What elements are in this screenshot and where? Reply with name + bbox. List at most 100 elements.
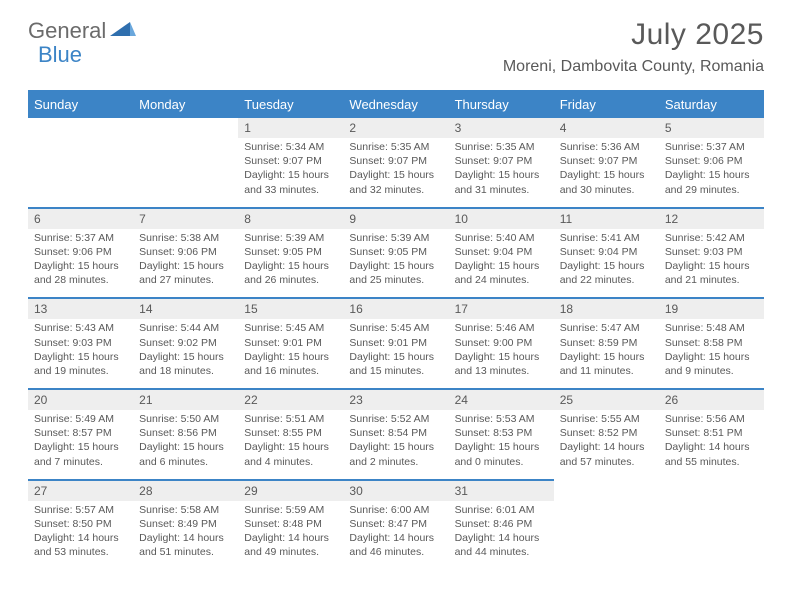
daylight-line: Daylight: 15 hours and 6 minutes.	[139, 440, 232, 468]
sunset-line: Sunset: 8:56 PM	[139, 426, 232, 440]
sunset-line: Sunset: 8:57 PM	[34, 426, 127, 440]
daylight-line: Daylight: 15 hours and 28 minutes.	[34, 259, 127, 287]
daynum-row: 12345	[28, 118, 764, 138]
weekday-header: Sunday	[28, 92, 133, 118]
day-number-cell: 30	[343, 479, 448, 501]
sunset-line: Sunset: 9:05 PM	[244, 245, 337, 259]
day-number-cell	[28, 118, 133, 138]
day-content-cell: Sunrise: 5:38 AMSunset: 9:06 PMDaylight:…	[133, 229, 238, 298]
sunrise-line: Sunrise: 5:57 AM	[34, 503, 127, 517]
day-number-cell: 15	[238, 297, 343, 319]
weekday-header-row: SundayMondayTuesdayWednesdayThursdayFrid…	[28, 92, 764, 118]
sunrise-line: Sunrise: 5:49 AM	[34, 412, 127, 426]
day-content-cell: Sunrise: 5:48 AMSunset: 8:58 PMDaylight:…	[659, 319, 764, 388]
sunrise-line: Sunrise: 5:51 AM	[244, 412, 337, 426]
day-content-row: Sunrise: 5:57 AMSunset: 8:50 PMDaylight:…	[28, 501, 764, 570]
sunrise-line: Sunrise: 5:58 AM	[139, 503, 232, 517]
day-number-cell: 22	[238, 388, 343, 410]
day-number-cell: 31	[449, 479, 554, 501]
weeks-container: 12345Sunrise: 5:34 AMSunset: 9:07 PMDayl…	[28, 118, 764, 569]
sunset-line: Sunset: 8:48 PM	[244, 517, 337, 531]
sunrise-line: Sunrise: 5:34 AM	[244, 140, 337, 154]
sunrise-line: Sunrise: 5:50 AM	[139, 412, 232, 426]
sunrise-line: Sunrise: 5:47 AM	[560, 321, 653, 335]
daylight-line: Daylight: 14 hours and 55 minutes.	[665, 440, 758, 468]
sunset-line: Sunset: 8:59 PM	[560, 336, 653, 350]
sunrise-line: Sunrise: 5:59 AM	[244, 503, 337, 517]
daylight-line: Daylight: 15 hours and 0 minutes.	[455, 440, 548, 468]
location-label: Moreni, Dambovita County, Romania	[503, 58, 764, 76]
daylight-line: Daylight: 15 hours and 19 minutes.	[34, 350, 127, 378]
day-content-cell: Sunrise: 5:45 AMSunset: 9:01 PMDaylight:…	[343, 319, 448, 388]
sunrise-line: Sunrise: 5:38 AM	[139, 231, 232, 245]
sunrise-line: Sunrise: 6:00 AM	[349, 503, 442, 517]
day-content-cell: Sunrise: 5:36 AMSunset: 9:07 PMDaylight:…	[554, 138, 659, 207]
day-number-cell: 17	[449, 297, 554, 319]
day-content-cell: Sunrise: 6:00 AMSunset: 8:47 PMDaylight:…	[343, 501, 448, 570]
daylight-line: Daylight: 15 hours and 22 minutes.	[560, 259, 653, 287]
day-number-cell: 13	[28, 297, 133, 319]
daylight-line: Daylight: 15 hours and 25 minutes.	[349, 259, 442, 287]
day-content-cell: Sunrise: 5:35 AMSunset: 9:07 PMDaylight:…	[449, 138, 554, 207]
day-number-cell	[659, 479, 764, 501]
day-content-row: Sunrise: 5:34 AMSunset: 9:07 PMDaylight:…	[28, 138, 764, 207]
sunrise-line: Sunrise: 5:35 AM	[349, 140, 442, 154]
weekday-header: Thursday	[449, 92, 554, 118]
daylight-line: Daylight: 15 hours and 2 minutes.	[349, 440, 442, 468]
daylight-line: Daylight: 15 hours and 33 minutes.	[244, 168, 337, 196]
sunrise-line: Sunrise: 5:45 AM	[349, 321, 442, 335]
daylight-line: Daylight: 15 hours and 30 minutes.	[560, 168, 653, 196]
day-number-cell: 26	[659, 388, 764, 410]
day-content-cell: Sunrise: 5:50 AMSunset: 8:56 PMDaylight:…	[133, 410, 238, 479]
sunset-line: Sunset: 9:07 PM	[455, 154, 548, 168]
sunset-line: Sunset: 8:53 PM	[455, 426, 548, 440]
sunrise-line: Sunrise: 5:42 AM	[665, 231, 758, 245]
day-number-cell: 21	[133, 388, 238, 410]
daylight-line: Daylight: 14 hours and 57 minutes.	[560, 440, 653, 468]
day-number-cell: 10	[449, 207, 554, 229]
day-number-cell: 12	[659, 207, 764, 229]
sunrise-line: Sunrise: 5:40 AM	[455, 231, 548, 245]
day-content-cell	[28, 138, 133, 207]
day-number-cell: 19	[659, 297, 764, 319]
sunset-line: Sunset: 9:07 PM	[244, 154, 337, 168]
day-content-cell: Sunrise: 5:55 AMSunset: 8:52 PMDaylight:…	[554, 410, 659, 479]
daylight-line: Daylight: 15 hours and 29 minutes.	[665, 168, 758, 196]
day-content-cell: Sunrise: 5:49 AMSunset: 8:57 PMDaylight:…	[28, 410, 133, 479]
daylight-line: Daylight: 15 hours and 15 minutes.	[349, 350, 442, 378]
header: General Blue July 2025 Moreni, Dambovita…	[0, 0, 792, 76]
sunset-line: Sunset: 9:05 PM	[349, 245, 442, 259]
logo-text-general: General	[28, 18, 106, 44]
daynum-row: 13141516171819	[28, 297, 764, 319]
logo-triangle-icon	[110, 20, 136, 43]
sunrise-line: Sunrise: 5:48 AM	[665, 321, 758, 335]
sunset-line: Sunset: 8:50 PM	[34, 517, 127, 531]
day-content-cell: Sunrise: 5:58 AMSunset: 8:49 PMDaylight:…	[133, 501, 238, 570]
sunset-line: Sunset: 9:01 PM	[244, 336, 337, 350]
daylight-line: Daylight: 14 hours and 46 minutes.	[349, 531, 442, 559]
day-number-cell: 23	[343, 388, 448, 410]
daylight-line: Daylight: 15 hours and 9 minutes.	[665, 350, 758, 378]
day-number-cell: 5	[659, 118, 764, 138]
daylight-line: Daylight: 15 hours and 18 minutes.	[139, 350, 232, 378]
weekday-header: Saturday	[659, 92, 764, 118]
daylight-line: Daylight: 15 hours and 7 minutes.	[34, 440, 127, 468]
daylight-line: Daylight: 15 hours and 26 minutes.	[244, 259, 337, 287]
day-content-cell: Sunrise: 5:45 AMSunset: 9:01 PMDaylight:…	[238, 319, 343, 388]
daylight-line: Daylight: 15 hours and 4 minutes.	[244, 440, 337, 468]
sunrise-line: Sunrise: 5:37 AM	[665, 140, 758, 154]
sunset-line: Sunset: 8:54 PM	[349, 426, 442, 440]
sunset-line: Sunset: 9:04 PM	[455, 245, 548, 259]
daylight-line: Daylight: 15 hours and 11 minutes.	[560, 350, 653, 378]
sunrise-line: Sunrise: 5:39 AM	[244, 231, 337, 245]
day-number-cell	[554, 479, 659, 501]
daylight-line: Daylight: 14 hours and 53 minutes.	[34, 531, 127, 559]
weekday-header: Wednesday	[343, 92, 448, 118]
day-content-cell: Sunrise: 5:43 AMSunset: 9:03 PMDaylight:…	[28, 319, 133, 388]
sunrise-line: Sunrise: 6:01 AM	[455, 503, 548, 517]
day-content-row: Sunrise: 5:49 AMSunset: 8:57 PMDaylight:…	[28, 410, 764, 479]
sunrise-line: Sunrise: 5:55 AM	[560, 412, 653, 426]
logo: General Blue	[28, 18, 136, 44]
day-number-cell: 11	[554, 207, 659, 229]
daylight-line: Daylight: 15 hours and 16 minutes.	[244, 350, 337, 378]
